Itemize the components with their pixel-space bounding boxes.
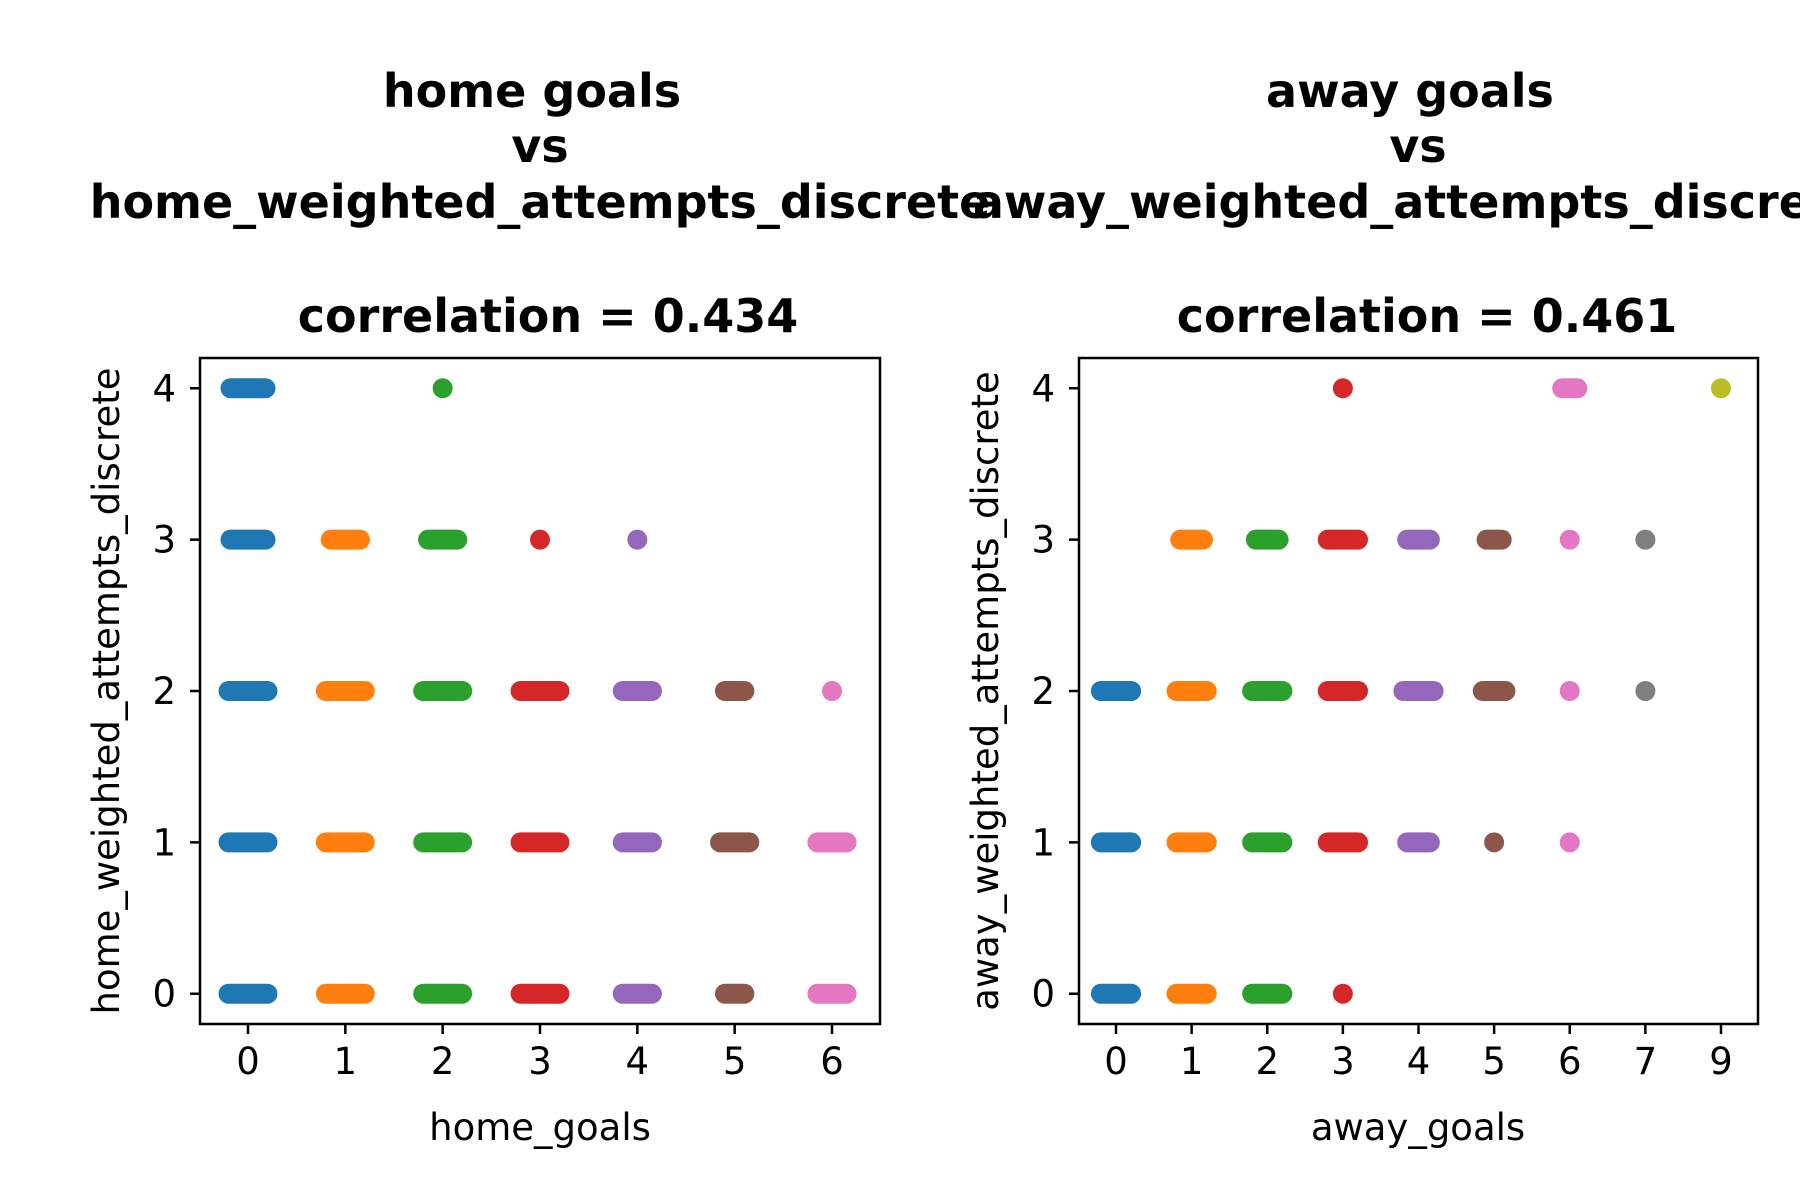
home-y-tick-label: 1 bbox=[152, 821, 176, 864]
home-y-tick-label: 2 bbox=[152, 670, 176, 713]
home-point bbox=[822, 681, 842, 701]
away-point bbox=[1559, 681, 1580, 701]
home-title-line-2: vs bbox=[511, 119, 568, 173]
away-y-tick-label: 3 bbox=[1031, 519, 1055, 562]
home-title-line-3: home_weighted_attempts_discrete bbox=[90, 175, 991, 229]
away-x-tick-label: 3 bbox=[1331, 1040, 1355, 1083]
home-x-tick-label: 3 bbox=[528, 1040, 552, 1083]
away-title-line-1: away goals bbox=[1266, 64, 1554, 118]
away-correlation-title: correlation = 0.461 bbox=[1177, 289, 1677, 343]
home-title-line-1: home goals bbox=[383, 64, 681, 118]
home-x-tick-label: 5 bbox=[723, 1040, 747, 1083]
away-point bbox=[1559, 529, 1580, 550]
home-y-ticks: 0 1 2 3 4 bbox=[152, 367, 200, 1016]
away-x-tick-label: 6 bbox=[1558, 1040, 1582, 1083]
away-point bbox=[1332, 378, 1353, 399]
home-point bbox=[530, 529, 550, 550]
home-x-axis-label: home_goals bbox=[429, 1106, 651, 1149]
away-point bbox=[1484, 832, 1505, 853]
home-goals-panel: home goals vs home_weighted_attempts_dis… bbox=[85, 64, 990, 1149]
away-x-tick-label: 7 bbox=[1634, 1040, 1658, 1083]
away-points bbox=[1090, 378, 1731, 1004]
away-y-axis-label: away_weighted_attempts_discrete bbox=[964, 371, 1007, 1011]
home-x-tick-label: 1 bbox=[334, 1040, 358, 1083]
home-x-tick-label: 2 bbox=[431, 1040, 455, 1083]
away-x-tick-label: 2 bbox=[1255, 1040, 1279, 1083]
away-point bbox=[1332, 983, 1353, 1004]
home-y-tick-label: 3 bbox=[152, 519, 176, 562]
home-x-ticks: 0 1 2 3 4 5 6 bbox=[236, 1024, 844, 1083]
away-y-tick-label: 2 bbox=[1031, 670, 1055, 713]
home-y-tick-label: 4 bbox=[152, 367, 176, 410]
home-point bbox=[432, 378, 453, 399]
away-goals-panel: away goals vs away_weighted_attempts_dis… bbox=[964, 64, 1800, 1149]
home-y-axis-label: home_weighted_attempts_discrete bbox=[85, 368, 128, 1015]
away-title-line-2: vs bbox=[1389, 119, 1446, 173]
away-x-tick-label: 1 bbox=[1180, 1040, 1204, 1083]
away-y-tick-label: 4 bbox=[1031, 367, 1055, 410]
away-x-ticks: 0 1 2 3 4 5 6 7 9 bbox=[1104, 1024, 1733, 1083]
away-y-tick-label: 1 bbox=[1031, 821, 1055, 864]
away-y-tick-label: 0 bbox=[1031, 973, 1055, 1016]
away-y-ticks: 0 1 2 3 4 bbox=[1031, 367, 1079, 1016]
home-correlation-title: correlation = 0.434 bbox=[298, 289, 798, 343]
home-point bbox=[627, 529, 648, 550]
away-x-tick-label: 0 bbox=[1104, 1040, 1128, 1083]
away-x-tick-label: 9 bbox=[1709, 1040, 1733, 1083]
home-x-tick-label: 6 bbox=[820, 1040, 844, 1083]
away-point bbox=[1559, 832, 1580, 853]
away-title-line-3: away_weighted_attempts_discrete bbox=[973, 175, 1800, 229]
away-x-tick-label: 4 bbox=[1407, 1040, 1431, 1083]
away-x-axis-label: away_goals bbox=[1311, 1106, 1525, 1149]
home-x-tick-label: 0 bbox=[236, 1040, 260, 1083]
away-point bbox=[1711, 378, 1731, 399]
home-points bbox=[218, 378, 857, 1004]
away-point bbox=[1635, 681, 1656, 701]
away-x-tick-label: 5 bbox=[1482, 1040, 1506, 1083]
home-y-tick-label: 0 bbox=[152, 973, 176, 1016]
home-x-tick-label: 4 bbox=[626, 1040, 650, 1083]
away-point bbox=[1635, 529, 1656, 550]
